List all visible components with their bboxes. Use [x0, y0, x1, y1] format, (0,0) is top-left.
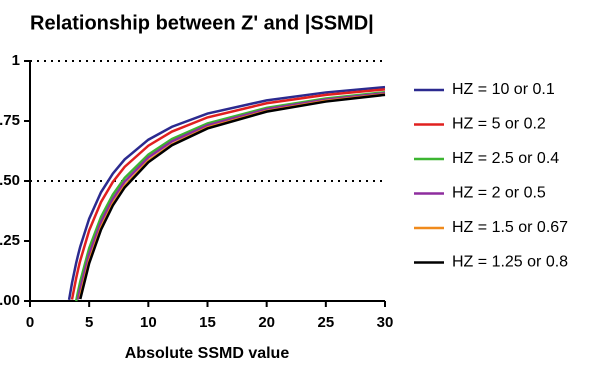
x-tick-label: 30 — [377, 314, 394, 331]
series-line — [70, 88, 386, 300]
y-tick-label: 0.25 — [0, 232, 20, 249]
y-tick-label: 0.00 — [0, 292, 20, 309]
x-tick-label: 15 — [199, 314, 216, 331]
series-line — [74, 90, 386, 302]
x-axis-label: Absolute SSMD value — [125, 345, 290, 362]
legend-label: HZ = 10 or 0.1 — [452, 81, 555, 98]
chart-title: Relationship between Z' and |SSMD| — [30, 12, 374, 34]
y-tick-label: 1 — [12, 52, 20, 69]
series-line — [76, 91, 386, 300]
x-tick-label: 25 — [317, 314, 334, 331]
x-tick-label: 5 — [85, 314, 93, 331]
y-tick-label: 0.50 — [0, 172, 20, 189]
x-tick-label: 0 — [26, 314, 34, 331]
series-line — [67, 85, 386, 301]
y-tick-label: 0.75 — [0, 112, 20, 129]
legend-label: HZ = 2 or 0.5 — [452, 185, 546, 202]
legend-label: HZ = 1.5 or 0.67 — [452, 219, 568, 236]
x-tick-label: 10 — [140, 314, 157, 331]
legend-label: HZ = 5 or 0.2 — [452, 116, 546, 133]
legend-label: HZ = 1.25 or 0.8 — [452, 254, 568, 271]
x-tick-label: 20 — [258, 314, 275, 331]
series-line — [79, 93, 386, 300]
series-line — [78, 93, 386, 299]
legend-label: HZ = 2.5 or 0.4 — [452, 150, 559, 167]
